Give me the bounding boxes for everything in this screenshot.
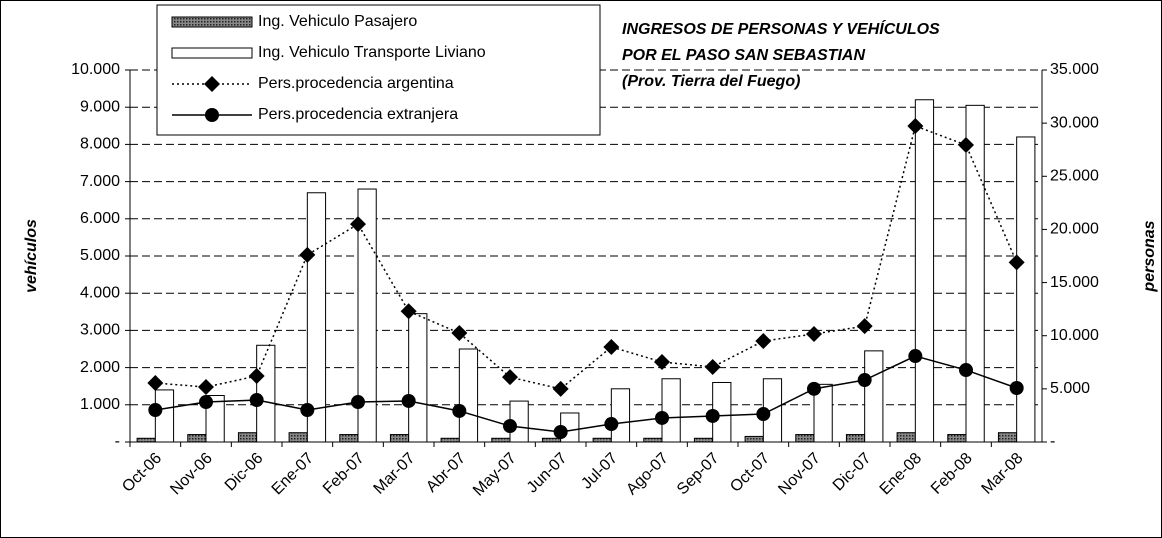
y-tick-label: 3.000 — [80, 322, 120, 339]
marker — [604, 417, 619, 432]
bar — [237, 432, 258, 443]
bar — [845, 434, 866, 443]
bar — [864, 350, 884, 443]
y2-tick-label: 30.000 — [1050, 114, 1099, 131]
bar — [491, 437, 511, 443]
y2-tick-label: - — [1050, 433, 1055, 450]
y2-tick-label: 20.000 — [1050, 221, 1099, 238]
bar — [541, 437, 562, 443]
bar — [187, 434, 207, 443]
marker — [857, 373, 872, 388]
bar — [914, 99, 935, 443]
bar — [795, 434, 815, 443]
bar — [389, 434, 410, 443]
marker — [806, 326, 822, 343]
bar — [965, 104, 985, 443]
legend-label: Pers.procedencia argentina — [258, 75, 454, 92]
marker — [856, 318, 873, 335]
y-tick-label: - — [115, 433, 120, 450]
legend-swatch — [171, 16, 253, 28]
marker — [908, 349, 923, 364]
marker — [401, 393, 416, 408]
y-tick-label: 1.000 — [80, 396, 120, 413]
y-tick-label: 7.000 — [80, 173, 120, 190]
y-tick-label: 6.000 — [80, 210, 120, 227]
marker — [603, 338, 620, 355]
marker — [705, 408, 720, 423]
y-tick-label: 2.000 — [80, 359, 120, 376]
legend-swatch — [171, 47, 253, 59]
chart-title: POR EL PASO SAN SEBASTIAN — [622, 47, 865, 64]
bar — [947, 434, 967, 443]
y2-tick-label: 25.000 — [1050, 168, 1099, 185]
marker — [198, 379, 214, 396]
bar — [997, 432, 1018, 443]
marker — [299, 246, 316, 263]
marker — [199, 395, 213, 410]
bar — [896, 432, 916, 443]
marker — [1008, 254, 1025, 271]
marker — [552, 380, 569, 397]
y-axis-label: vehículos — [23, 219, 40, 293]
bar — [592, 437, 612, 443]
bar — [408, 313, 428, 443]
marker — [300, 403, 315, 418]
bar — [339, 434, 359, 443]
y-tick-label: 9.000 — [80, 98, 120, 115]
marker — [655, 410, 669, 425]
y2-tick-label: 5.000 — [1050, 380, 1090, 397]
marker — [959, 363, 973, 378]
bar — [643, 437, 663, 443]
marker — [704, 358, 721, 375]
bar — [610, 388, 631, 443]
y2-axis-label: personas — [1141, 220, 1158, 292]
marker — [958, 137, 974, 154]
marker — [502, 369, 518, 386]
y2-tick-label: 10.000 — [1050, 327, 1099, 344]
bar — [357, 188, 377, 443]
line — [155, 125, 1018, 390]
legend-marker — [205, 108, 219, 122]
marker — [807, 381, 821, 396]
bar — [288, 432, 308, 443]
y-tick-label: 5.000 — [80, 247, 120, 264]
y-tick-label: 4.000 — [80, 284, 120, 301]
marker — [503, 419, 517, 434]
line — [155, 355, 1017, 433]
marker — [1009, 381, 1024, 396]
marker — [553, 425, 568, 440]
marker — [452, 403, 467, 418]
marker — [147, 375, 164, 392]
marker — [350, 216, 366, 233]
bar — [661, 378, 681, 443]
bar — [1016, 136, 1036, 443]
marker — [755, 333, 772, 350]
legend-label: Ing. Vehiculo Transporte Liviano — [258, 44, 486, 61]
bar — [744, 435, 764, 443]
y2-tick-label: 15.000 — [1050, 274, 1099, 291]
legend-marker — [204, 76, 220, 92]
marker — [756, 407, 771, 422]
bar — [813, 383, 833, 443]
marker — [907, 118, 924, 135]
marker — [400, 303, 417, 320]
bar — [458, 348, 479, 443]
chart-subtitle: (Prov. Tierra del Fuego) — [622, 73, 800, 90]
marker — [351, 395, 365, 410]
y-tick-label: 8.000 — [80, 136, 120, 153]
y-tick-label: 10.000 — [71, 61, 120, 78]
bar — [693, 437, 714, 443]
marker — [654, 353, 670, 370]
legend-label: Pers.procedencia extranjera — [258, 106, 458, 123]
bar — [136, 437, 156, 443]
y2-tick-label: 35.000 — [1050, 61, 1099, 78]
legend-label: Ing. Vehiculo Pasajero — [258, 13, 417, 30]
marker — [248, 367, 265, 384]
marker — [249, 393, 264, 408]
marker — [148, 403, 163, 418]
chart-title: INGRESOS DE PERSONAS Y VEHÍCULOS — [622, 19, 940, 38]
marker — [451, 325, 468, 342]
bar — [440, 437, 460, 443]
